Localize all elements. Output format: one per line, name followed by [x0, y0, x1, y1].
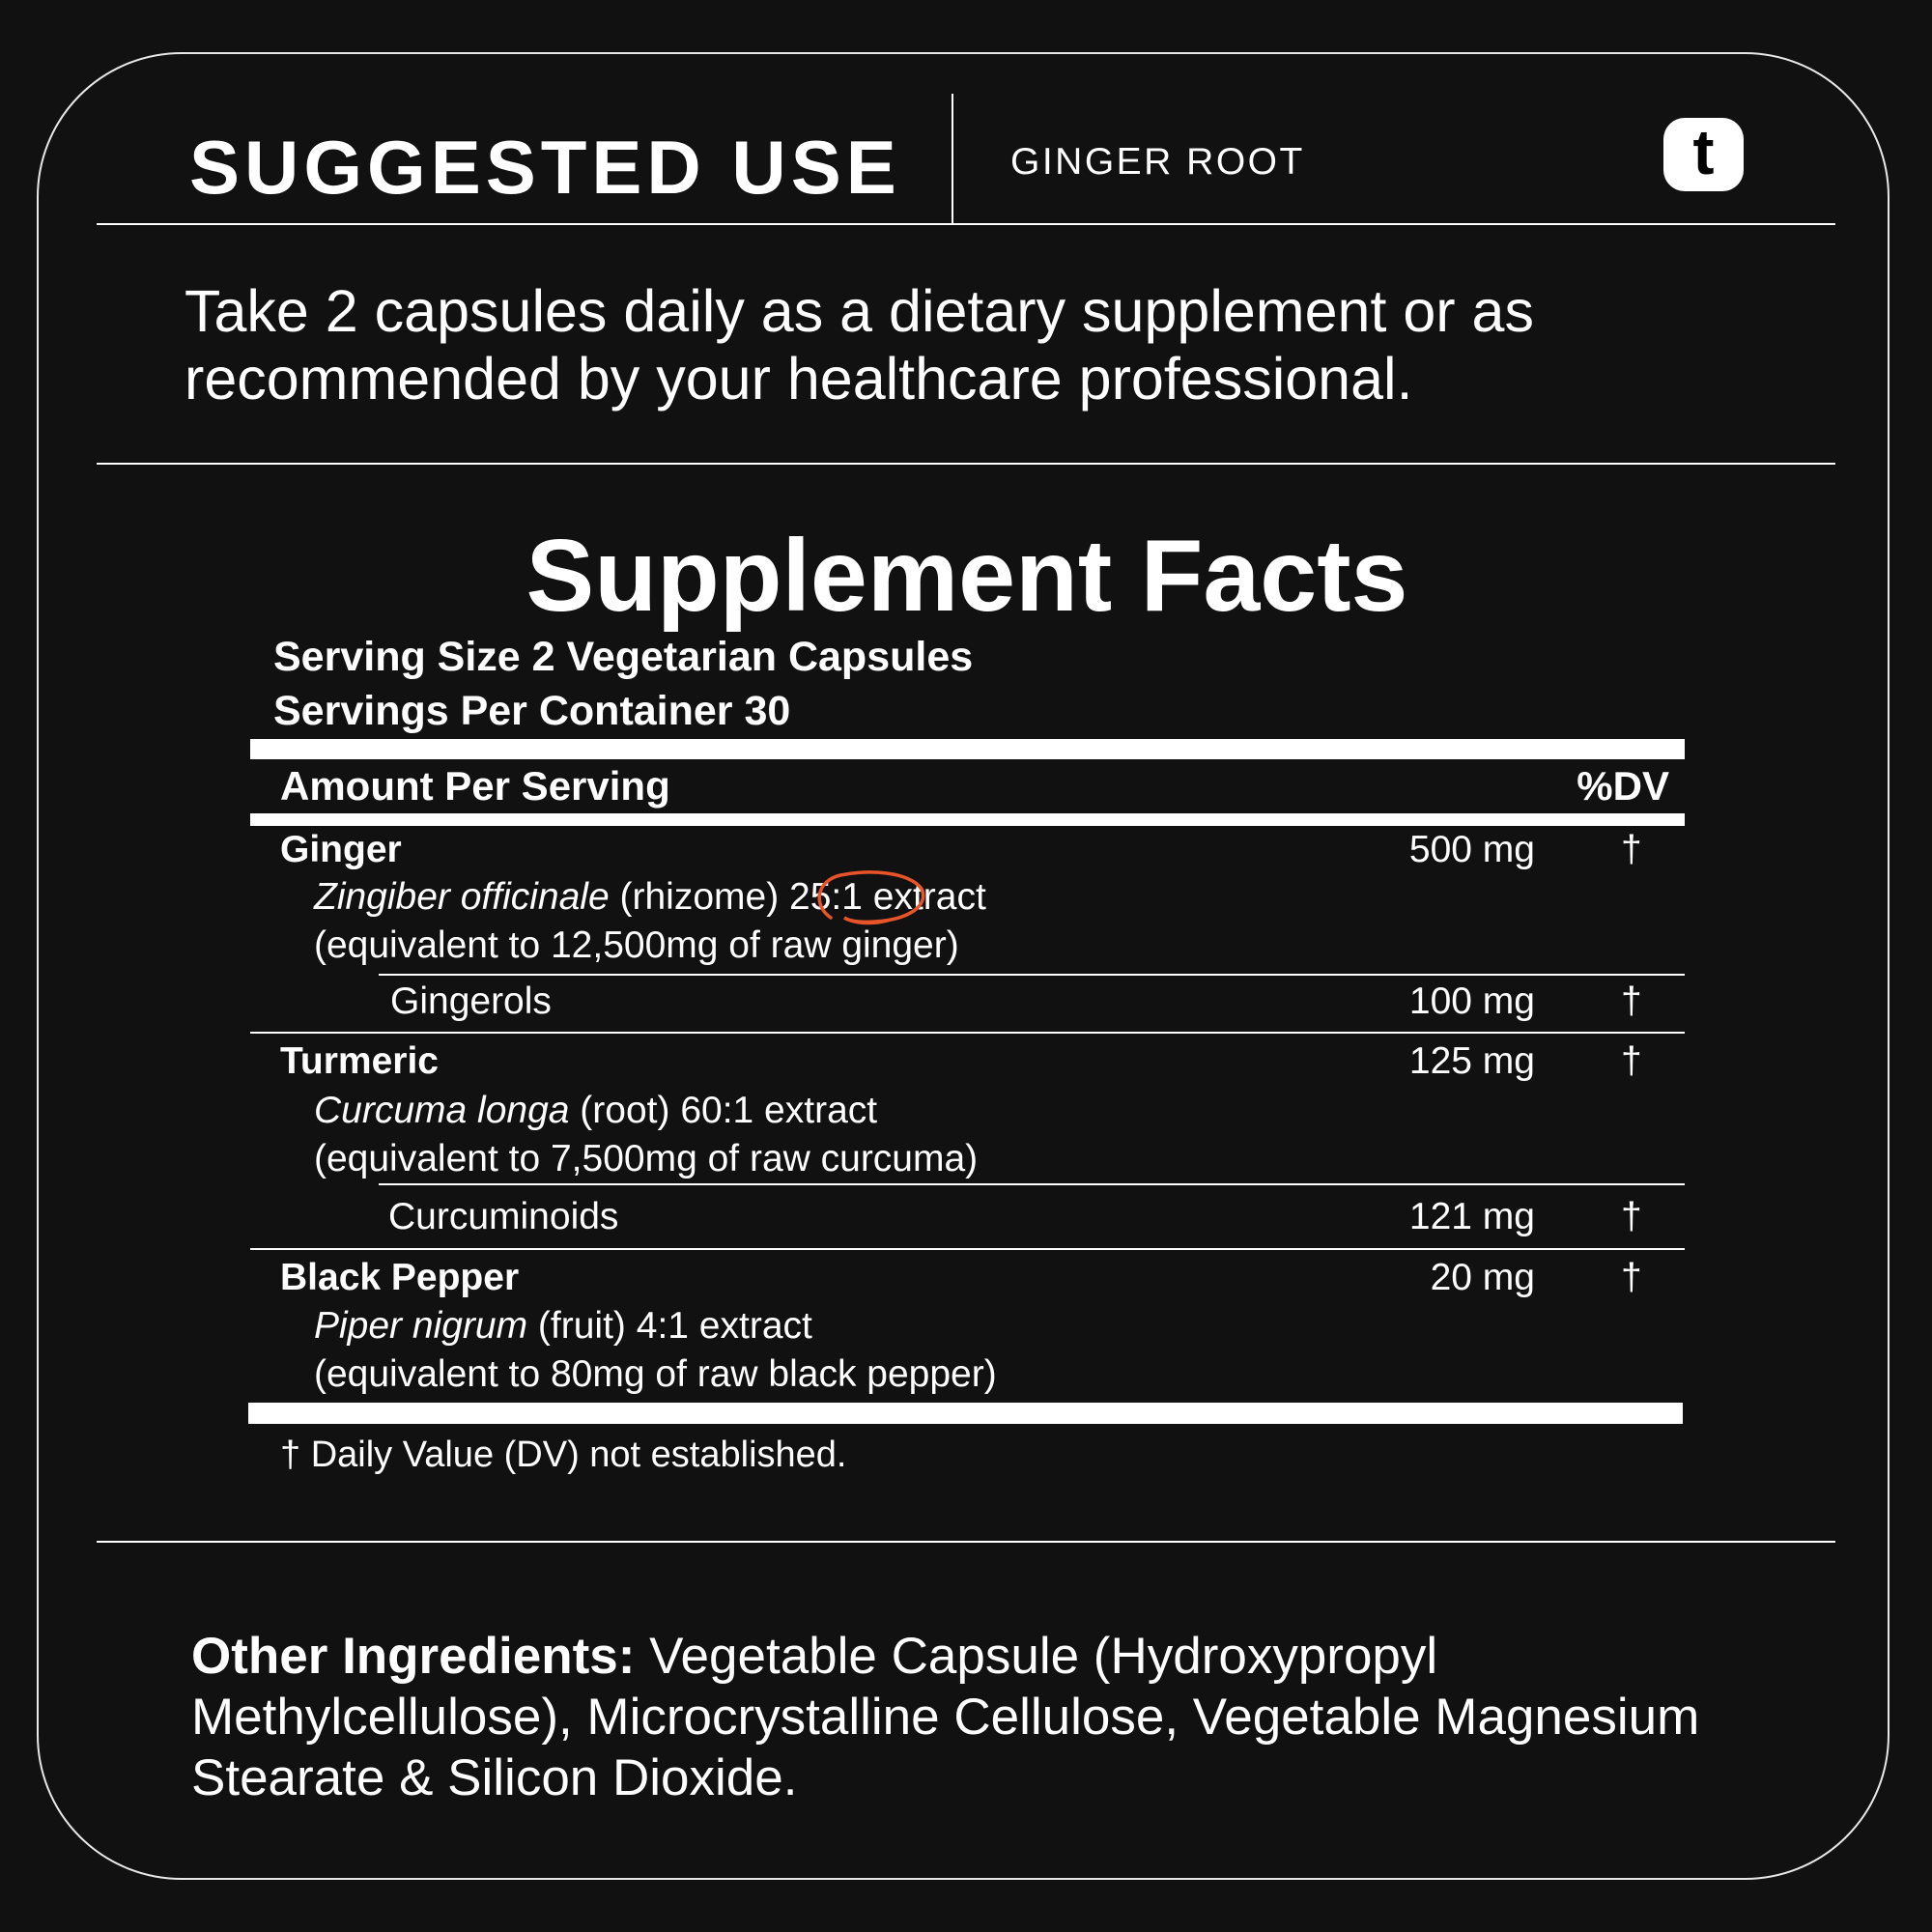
thin-rule — [379, 1183, 1685, 1185]
divider — [97, 223, 1835, 225]
divider — [97, 1541, 1835, 1543]
latin-name: Curcuma longa — [314, 1090, 570, 1131]
dv-footnote: † Daily Value (DV) not established. — [280, 1435, 847, 1475]
thin-rule — [250, 1032, 1685, 1034]
latin-name: Zingiber officinale — [314, 876, 610, 918]
ingredient-equivalent: (equivalent to 80mg of raw black pepper) — [314, 1353, 997, 1395]
ingredient-amount: 500 mg — [1408, 829, 1535, 870]
amount-header: Amount Per Serving — [280, 763, 670, 809]
divider — [97, 463, 1835, 465]
product-name: GINGER ROOT — [1010, 141, 1305, 183]
plant-part: (rhizome) — [609, 876, 790, 918]
thin-rule — [379, 974, 1685, 976]
facts-title: Supplement Facts — [526, 519, 1408, 633]
ingredient-name: Black Pepper — [280, 1257, 520, 1298]
ingredient-description: Piper nigrum (fruit) 4:1 extract — [314, 1307, 812, 1345]
logo-letter: t — [1692, 116, 1715, 187]
brand-logo: t — [1663, 118, 1744, 191]
ingredient-name: Gingerols — [390, 980, 552, 1022]
plant-part: (fruit) 4:1 extract — [527, 1305, 812, 1347]
dv-header: %DV — [1577, 763, 1669, 809]
thick-rule — [250, 739, 1685, 759]
other-ingredients-label: Other Ingredients: — [191, 1628, 636, 1685]
thin-rule — [250, 1248, 1685, 1250]
ingredient-description: Zingiber officinale (rhizome) 25:1 extra… — [314, 878, 986, 916]
ingredient-equivalent: (equivalent to 12,500mg of raw ginger) — [314, 924, 959, 966]
ingredient-description: Curcuma longa (root) 60:1 extract — [314, 1092, 877, 1129]
ingredient-dv: † — [1621, 829, 1642, 870]
ingredient-dv: † — [1621, 1257, 1642, 1298]
ingredient-amount: 125 mg — [1408, 1040, 1535, 1082]
ingredient-amount: 20 mg — [1430, 1257, 1535, 1298]
servings-per-container: Servings Per Container 30 — [273, 688, 791, 734]
ingredient-amount: 121 mg — [1408, 1196, 1535, 1237]
serving-size: Serving Size 2 Vegetarian Capsules — [273, 634, 974, 680]
latin-name: Piper nigrum — [314, 1305, 528, 1347]
extract-label: extract — [862, 876, 986, 918]
highlight-circle — [817, 870, 925, 925]
plant-part: (root) 60:1 extract — [569, 1090, 878, 1131]
ingredient-name: Ginger — [280, 829, 402, 870]
ingredient-dv: † — [1621, 980, 1642, 1022]
ingredient-equivalent: (equivalent to 7,500mg of raw curcuma) — [314, 1138, 979, 1179]
ingredient-dv: † — [1621, 1196, 1642, 1237]
medium-rule — [250, 813, 1685, 826]
ingredient-name: Turmeric — [280, 1040, 439, 1082]
header-divider — [952, 94, 953, 223]
ingredient-dv: † — [1621, 1040, 1642, 1082]
section-title: SUGGESTED USE — [189, 125, 901, 210]
suggested-use-text: Take 2 capsules daily as a dietary suppl… — [185, 278, 1534, 412]
other-ingredients: Other Ingredients: Vegetable Capsule (Hy… — [191, 1626, 1785, 1808]
thick-rule — [248, 1403, 1683, 1424]
other-ingredients-text: Vegetable Capsule (Hydroxypropyl Methylc… — [191, 1628, 1700, 1806]
label-frame — [37, 52, 1889, 1880]
ingredient-amount: 100 mg — [1408, 980, 1535, 1022]
ingredient-name: Curcuminoids — [388, 1196, 619, 1237]
